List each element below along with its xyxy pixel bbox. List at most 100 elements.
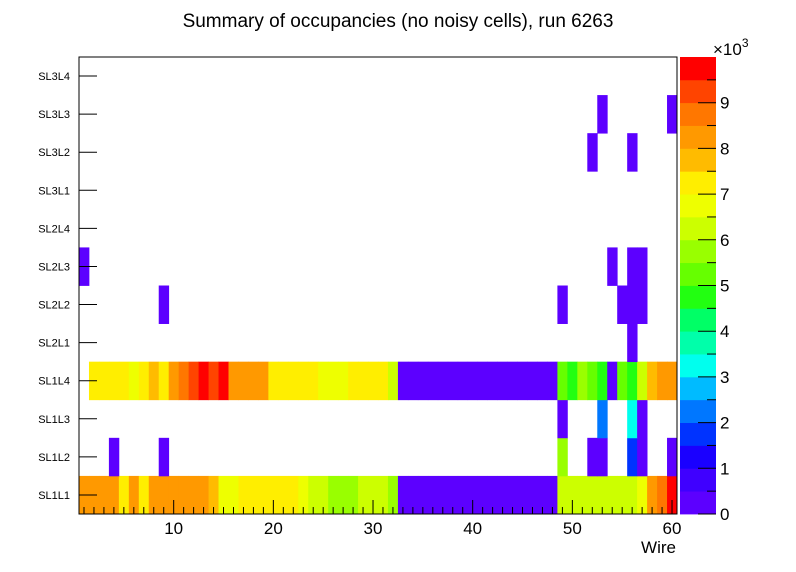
heatmap-cell-SL1L4-wire-11	[178, 361, 190, 401]
heatmap-cell-SL1L4-wire-59	[657, 361, 668, 401]
heatmap-cell-SL1L1-wire-56	[627, 475, 638, 515]
heatmap-cell-SL1L2-wire-57	[637, 437, 648, 477]
colorbar-band-17	[680, 102, 716, 126]
heatmap-cell-SL2L2-wire-57	[637, 285, 648, 324]
heatmap-cell-SL1L4-wire-46	[527, 361, 538, 401]
colorbar-multiplier-base: ×10	[713, 40, 742, 59]
y-tick-label-SL1L1: SL1L1	[38, 490, 70, 502]
heatmap-cell-SL1L1-wire-12	[188, 475, 199, 515]
heatmap-cell-SL1L2-wire-56	[627, 437, 638, 477]
heatmap-cell-SL1L4-wire-32	[387, 361, 399, 401]
heatmap-cell-SL1L2-wire-9	[158, 437, 170, 477]
heatmap-cell-SL1L4-wire-42	[487, 361, 498, 401]
heatmap-cell-SL1L4-wire-26	[328, 361, 339, 401]
heatmap-cell-SL1L4-wire-10	[168, 361, 180, 401]
colorbar-tick-label-8: 8	[720, 139, 729, 158]
heatmap-cell-SL3L3-wire-60	[667, 95, 678, 134]
heatmap-cell-SL1L1-wire-27	[338, 475, 349, 515]
heatmap-cell-SL1L4-wire-21	[278, 361, 289, 401]
heatmap-cell-SL2L3-wire-54	[607, 247, 618, 286]
colorbar-band-0	[680, 491, 716, 515]
heatmap-cell-SL1L1-wire-17	[238, 475, 249, 515]
y-tick-label-SL3L2: SL3L2	[38, 147, 70, 159]
heatmap-cell-SL1L1-wire-38	[447, 475, 459, 515]
heatmap-cell-SL1L1-wire-41	[477, 475, 489, 515]
heatmap-cell-SL1L2-wire-60	[667, 437, 678, 477]
heatmap-cell-SL1L4-wire-56	[627, 361, 638, 401]
heatmap-cell-SL1L4-wire-20	[268, 361, 279, 401]
x-axis: 10 20 30 40 50 60	[83, 500, 681, 538]
x-tick-label-40: 40	[463, 519, 482, 538]
heatmap-cell-SL1L4-wire-48	[547, 361, 558, 401]
heatmap-cell-SL1L4-wire-7	[138, 361, 150, 401]
heatmap-cell-SL1L1-wire-43	[497, 475, 508, 515]
heatmap-cell-SL1L1-wire-46	[527, 475, 538, 515]
heatmap-cell-SL1L1-wire-4	[108, 475, 120, 515]
heatmap-cell-SL1L4-wire-41	[477, 361, 489, 401]
heatmap-cell-SL1L4-wire-47	[537, 361, 548, 401]
heatmap-cell-SL1L4-wire-24	[308, 361, 319, 401]
x-tick-label-50: 50	[563, 519, 582, 538]
heatmap-cell-SL2L1-wire-56	[627, 323, 638, 363]
heatmap-cell-SL1L1-wire-35	[417, 475, 429, 515]
y-tick-label-SL2L1: SL2L1	[38, 338, 70, 350]
heatmap-cell-SL1L4-wire-35	[417, 361, 429, 401]
heatmap-cell-SL1L1-wire-13	[198, 475, 209, 515]
colorbar-band-8	[680, 308, 716, 332]
y-tick-label-SL3L4: SL3L4	[38, 71, 70, 83]
heatmap-cell-SL1L4-wire-3	[98, 361, 110, 401]
colorbar-band-5	[680, 376, 716, 401]
colorbar-tick-label-5: 5	[720, 277, 729, 296]
y-tick-label-SL2L2: SL2L2	[38, 300, 70, 312]
colorbar-band-6	[680, 354, 716, 378]
colorbar-multiplier-exponent: 3	[742, 36, 749, 50]
heatmap-cell-SL1L1-wire-26	[328, 475, 339, 515]
heatmap-cell-SL1L3-wire-56	[627, 399, 638, 439]
heatmap-cell-SL1L1-wire-22	[288, 475, 299, 515]
heatmap-cell-SL1L1-wire-15	[218, 475, 229, 515]
heatmap-cell-SL1L1-wire-14	[208, 475, 219, 515]
heatmap-cell-SL1L4-wire-39	[457, 361, 469, 401]
y-tick-label-SL1L2: SL1L2	[38, 452, 70, 464]
x-tick-label-30: 30	[364, 519, 383, 538]
heatmap-cell-SL1L1-wire-37	[437, 475, 449, 515]
heatmap-cell-SL1L4-wire-37	[437, 361, 449, 401]
heatmap-cell-SL1L1-wire-48	[547, 475, 558, 515]
heatmap-cell-SL1L1-wire-42	[487, 475, 498, 515]
heatmap-cell-SL1L4-wire-8	[148, 361, 160, 401]
heatmap-cell-SL1L1-wire-31	[378, 475, 389, 515]
colorbar-band-14	[680, 171, 716, 195]
heatmap-cell-SL1L1-wire-49	[557, 475, 568, 515]
heatmap-cell-SL1L1-wire-60	[667, 475, 678, 515]
heatmap-cell-SL1L3-wire-53	[597, 399, 608, 439]
heatmap-cell-SL1L1-wire-10	[168, 475, 180, 515]
heatmap-cell-SL1L2-wire-52	[587, 437, 598, 477]
colorbar-tick-label-1: 1	[720, 459, 729, 478]
heatmap-cell-SL1L4-wire-13	[198, 361, 209, 401]
heatmap-cell-SL1L1-wire-16	[228, 475, 239, 515]
heatmap-cell-SL1L4-wire-14	[208, 361, 219, 401]
heatmap-cell-SL3L3-wire-53	[597, 95, 608, 134]
heatmap-cell-SL2L3-wire-56	[627, 247, 638, 286]
colorbar-tick-label-7: 7	[720, 185, 729, 204]
heatmap-cell-SL1L4-wire-53	[597, 361, 608, 401]
heatmap-cell-SL1L1-wire-51	[577, 475, 588, 515]
heatmap-cell-SL1L4-wire-60	[667, 361, 678, 401]
heatmap-cell-SL1L4-wire-58	[647, 361, 658, 401]
heatmap-cell-SL1L4-wire-54	[607, 361, 618, 401]
colorbar-band-16	[680, 125, 716, 149]
y-tick-label-SL2L4: SL2L4	[38, 223, 70, 235]
heatmap-cell-SL1L2-wire-49	[557, 437, 568, 477]
heatmap-cell-SL1L4-wire-49	[557, 361, 568, 401]
heatmap-cell-SL3L2-wire-56	[627, 133, 638, 172]
heatmap-cell-SL1L4-wire-22	[288, 361, 299, 401]
heatmap-cell-SL1L4-wire-55	[617, 361, 628, 401]
heatmap-cell-SL1L4-wire-43	[497, 361, 508, 401]
colorbar-band-15	[680, 148, 716, 172]
y-tick-label-SL3L3: SL3L3	[38, 109, 70, 121]
heatmap-cell-SL1L1-wire-45	[517, 475, 528, 515]
heatmap-cell-SL1L1-wire-20	[268, 475, 279, 515]
colorbar-band-18	[680, 79, 716, 104]
heatmap-cell-SL1L1-wire-18	[248, 475, 259, 515]
heatmap-cells	[79, 95, 678, 515]
